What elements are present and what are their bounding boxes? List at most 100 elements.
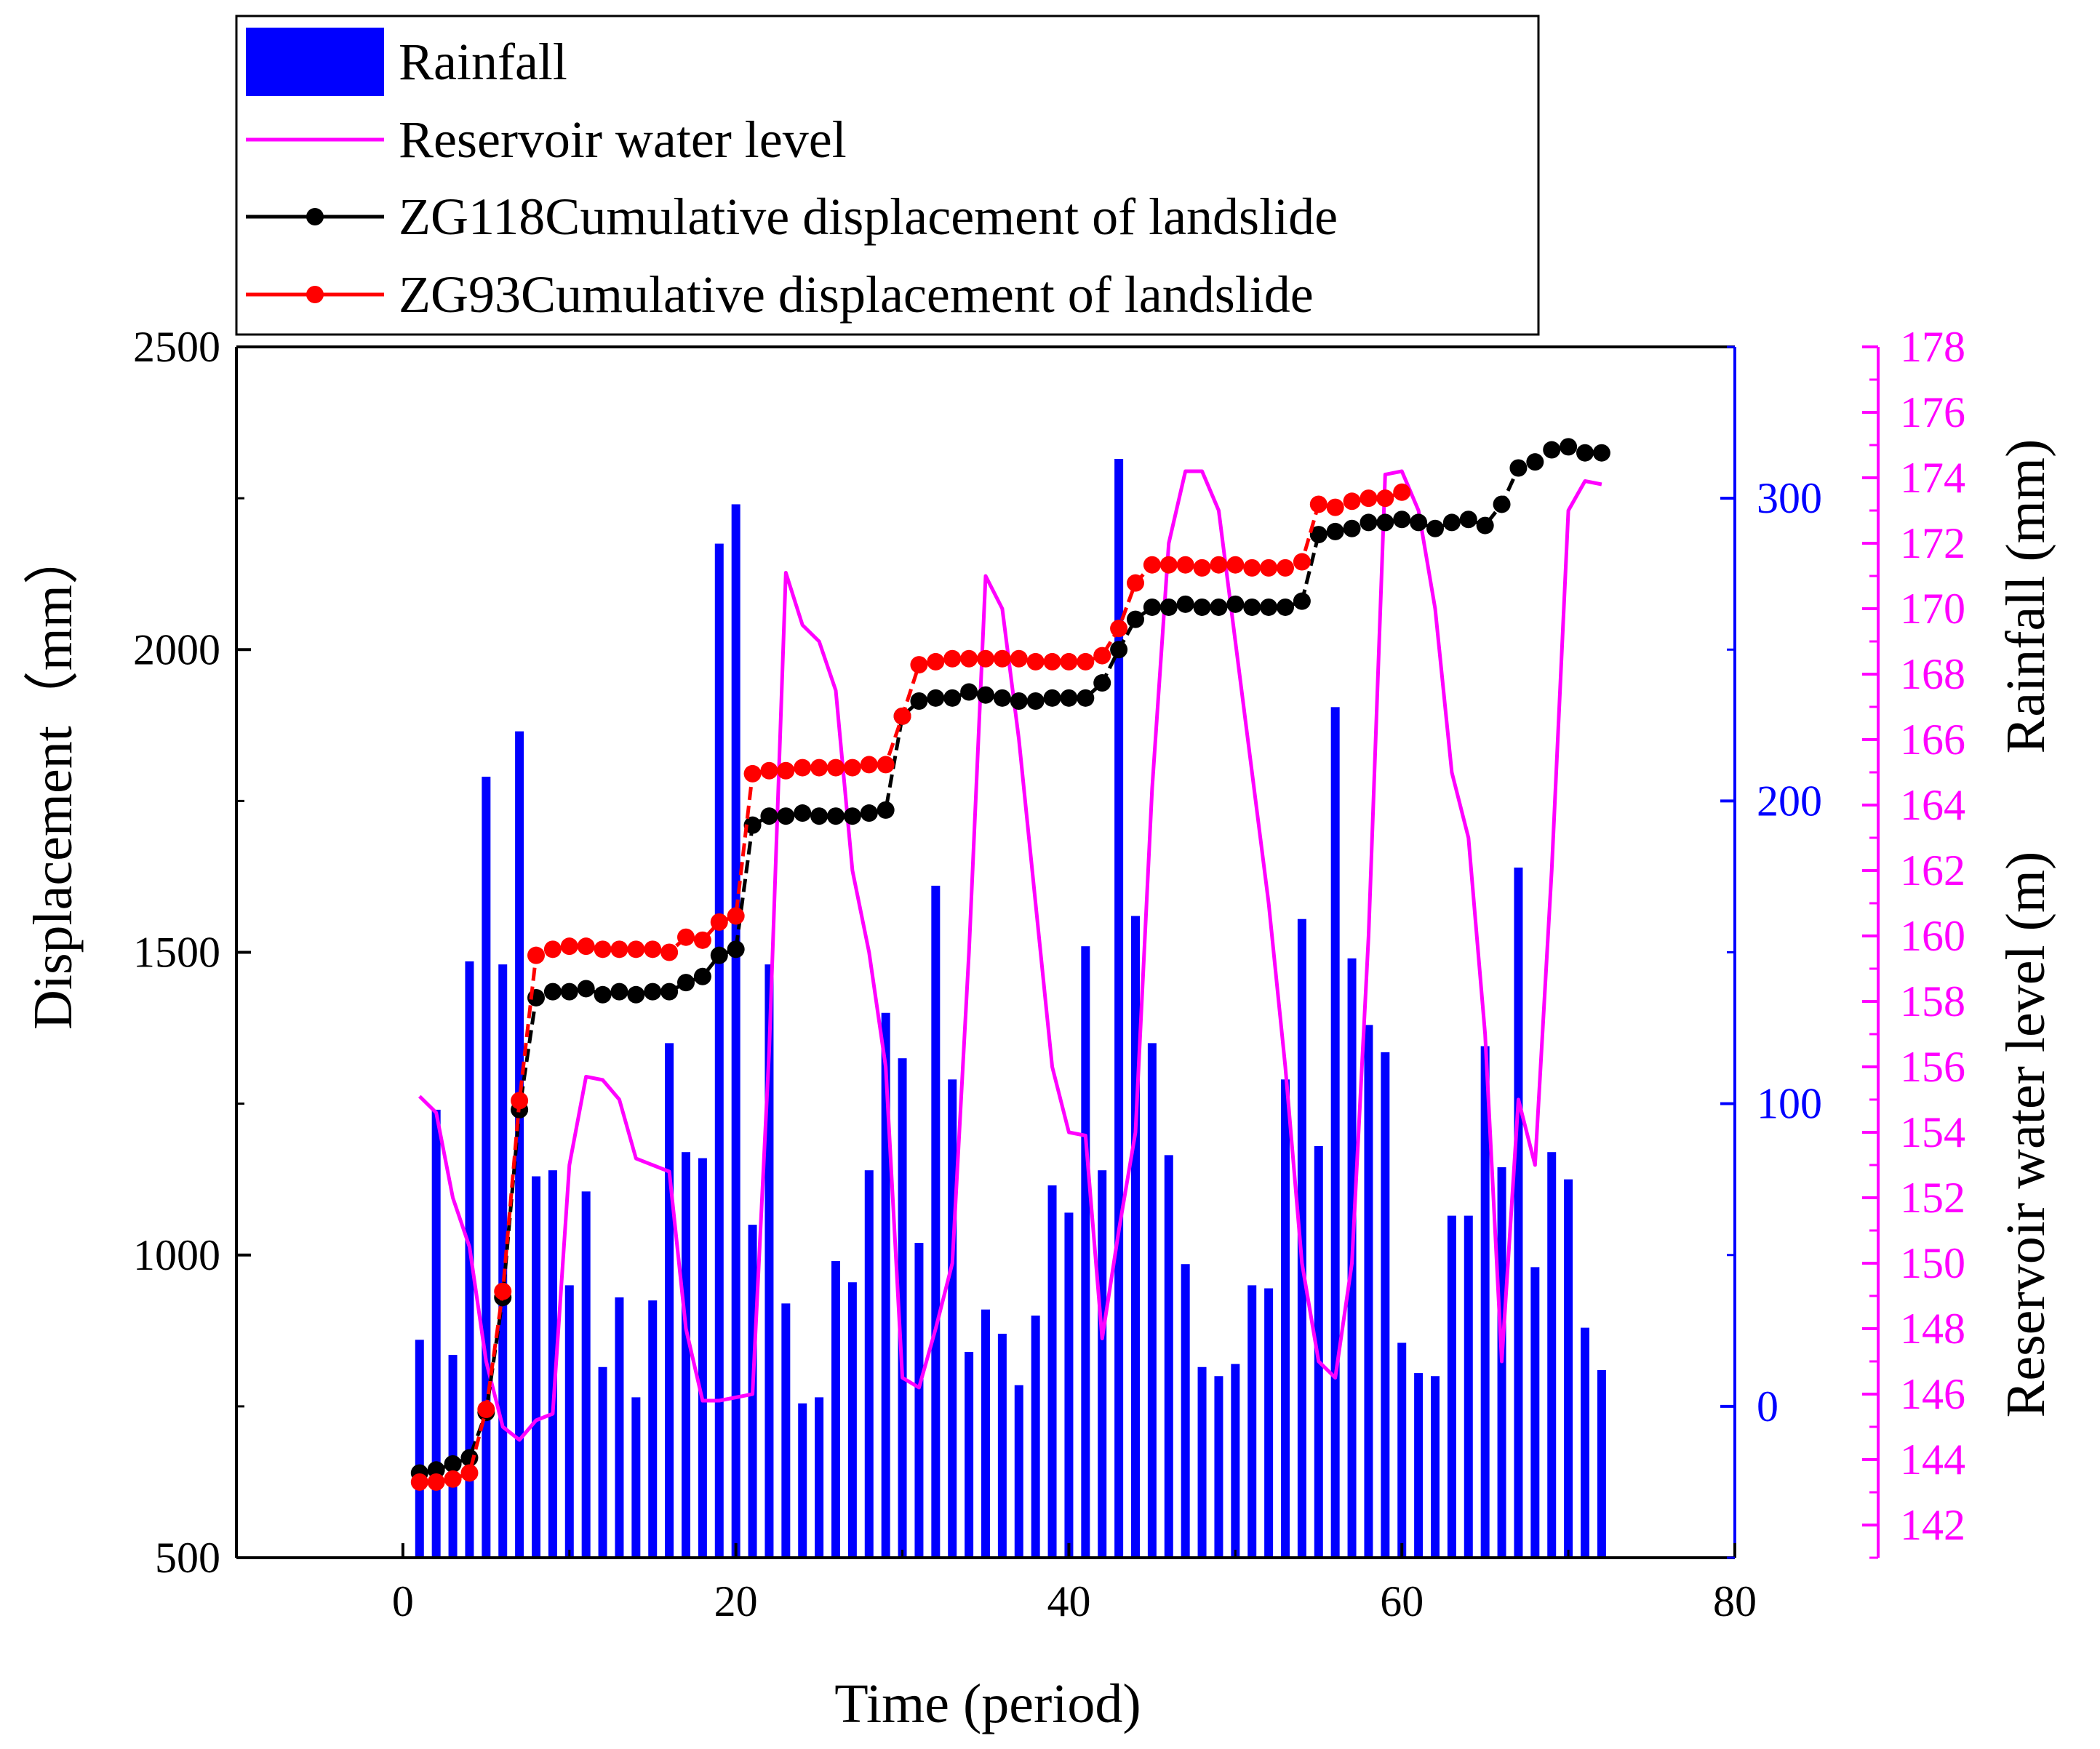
rainfall-bar [864,1170,874,1558]
rainfall-bar [648,1300,658,1558]
rainfall-bar [1514,867,1523,1558]
zg118-displacement-point [627,985,645,1004]
rainfall-bar [1131,916,1140,1558]
rainfall-bar [1164,1155,1173,1558]
rainfall-bar [515,731,524,1558]
rainfall-bars [415,459,1606,1558]
axis-labels: Time (period) Displacement（mm） Rainfall … [23,439,2056,1734]
rainfall-bar [1530,1267,1540,1558]
y-water-tick-label: 152 [1900,1174,1965,1222]
zg93-displacement-point [444,1470,462,1488]
zg93-displacement-point [1326,498,1344,516]
y-water-tick-label: 146 [1900,1370,1965,1418]
zg93-displacement-point [410,1473,428,1491]
zg118-displacement-point [810,807,829,825]
x-axis-label: Time (period) [834,1673,1141,1734]
rainfall-bar [914,1243,924,1558]
rainfall-bar [431,1109,441,1558]
rainfall-bar [831,1261,840,1558]
zg93-displacement-point [627,940,645,958]
y-water-tick-label: 176 [1900,388,1965,436]
zg118-displacement-point [1127,610,1144,628]
zg93-displacement-point [1293,553,1311,571]
zg93-displacement-point [1077,652,1095,671]
y-water-tick-label: 154 [1900,1108,1965,1156]
zg93-displacement-point [1360,489,1378,508]
zg118-displacement-point [1077,689,1095,707]
rainfall-bar [682,1152,690,1558]
zg118-displacement-point [1426,519,1444,537]
rainfall-bar [598,1366,607,1558]
zg118-displacement-point [1193,598,1211,616]
reservoir-water-level-line [418,469,1602,1442]
rainfall-bar [1031,1316,1040,1558]
rainfall-bar [1297,918,1306,1558]
rainfall-bar [581,1191,591,1558]
zg118-displacement-point [827,807,845,825]
rainfall-bar [1431,1376,1440,1558]
rainfall-bar [548,1170,557,1558]
zg93-displacement-point [1143,556,1161,574]
displacement-series [410,438,1610,1491]
zg93-displacement-point [993,649,1011,668]
zg118-displacement-point [1309,526,1328,544]
zg93-displacement-point [1127,574,1144,592]
rainfall-bar [881,1012,890,1558]
zg93-displacement-point [1393,483,1411,501]
y-rainfall-tick-label: 300 [1757,474,1822,522]
zg93-displacement-line [419,490,1403,1484]
zg93-displacement-point [1193,559,1211,577]
rainfall-bar [532,1176,540,1558]
legend-swatch-displacement-marker [306,286,324,303]
legend: Rainfall Reservoir water level ZG118Cumula… [235,15,1540,336]
zg118-displacement-point [1476,516,1494,535]
y-left-tick-label: 2500 [133,323,220,371]
legend-swatch-displacement-marker [306,208,324,225]
zg118-displacement-point [1326,522,1344,540]
zg93-displacement-point [594,940,612,958]
zg118-displacement-point [1143,598,1161,616]
rainfall-bar [965,1351,974,1558]
zg118-displacement-point [1592,444,1610,462]
zg93-displacement-point [910,656,928,674]
y-water-tick-label: 172 [1900,519,1965,567]
rainfall-bar [1197,1366,1207,1558]
y-water-tick-label: 142 [1900,1501,1965,1549]
zg118-displacement-point [1277,598,1294,616]
zg118-displacement-point [1010,692,1028,711]
y-water-tick-label: 150 [1900,1239,1965,1287]
zg118-displacement-point [910,692,928,711]
zg93-displacement-point [477,1401,495,1419]
rainfall-bar [1047,1185,1057,1558]
y-axis-water-level-label: Reservoir water level (m) [1995,852,2056,1418]
zg93-displacement-point [527,946,545,964]
rainfall-bar [781,1303,791,1558]
zg118-displacement-point [860,804,878,823]
rainfall-bar [981,1309,990,1558]
y-water-tick-label: 166 [1900,716,1965,764]
zg93-displacement-point [1309,495,1328,513]
legend-label: Reservoir water level [399,111,847,169]
zg118-displacement-point [1176,595,1194,613]
legend-swatch-rainfall [246,28,384,96]
zg93-displacement-point [827,759,845,777]
rainfall-bar [1247,1285,1257,1558]
zg118-displacement-point [543,982,562,1001]
zg118-displacement-point [693,967,711,985]
zg118-displacement-point [1060,689,1078,707]
axes: 0 20 40 60 80 500 1000 1500 2000 2500 0 100 200 300 14… [133,323,1965,1625]
zg118-displacement-point [1343,519,1361,537]
zg93-displacement-point [1260,559,1278,577]
rainfall-bar [1214,1376,1223,1558]
zg118-displacement-point [444,1454,462,1473]
zg93-displacement-point [777,761,795,780]
zg93-displacement-point [1043,652,1061,671]
rainfall-bar [931,885,941,1558]
rainfall-bar [1597,1369,1606,1558]
y-rainfall-tick-label: 200 [1757,777,1822,825]
y-left-tick-label: 500 [155,1534,220,1582]
y-axis-rainfall-label: Rainfall (mm) [1995,439,2056,754]
rainfall-bar [498,964,508,1558]
rainfall-bar [1264,1288,1274,1558]
